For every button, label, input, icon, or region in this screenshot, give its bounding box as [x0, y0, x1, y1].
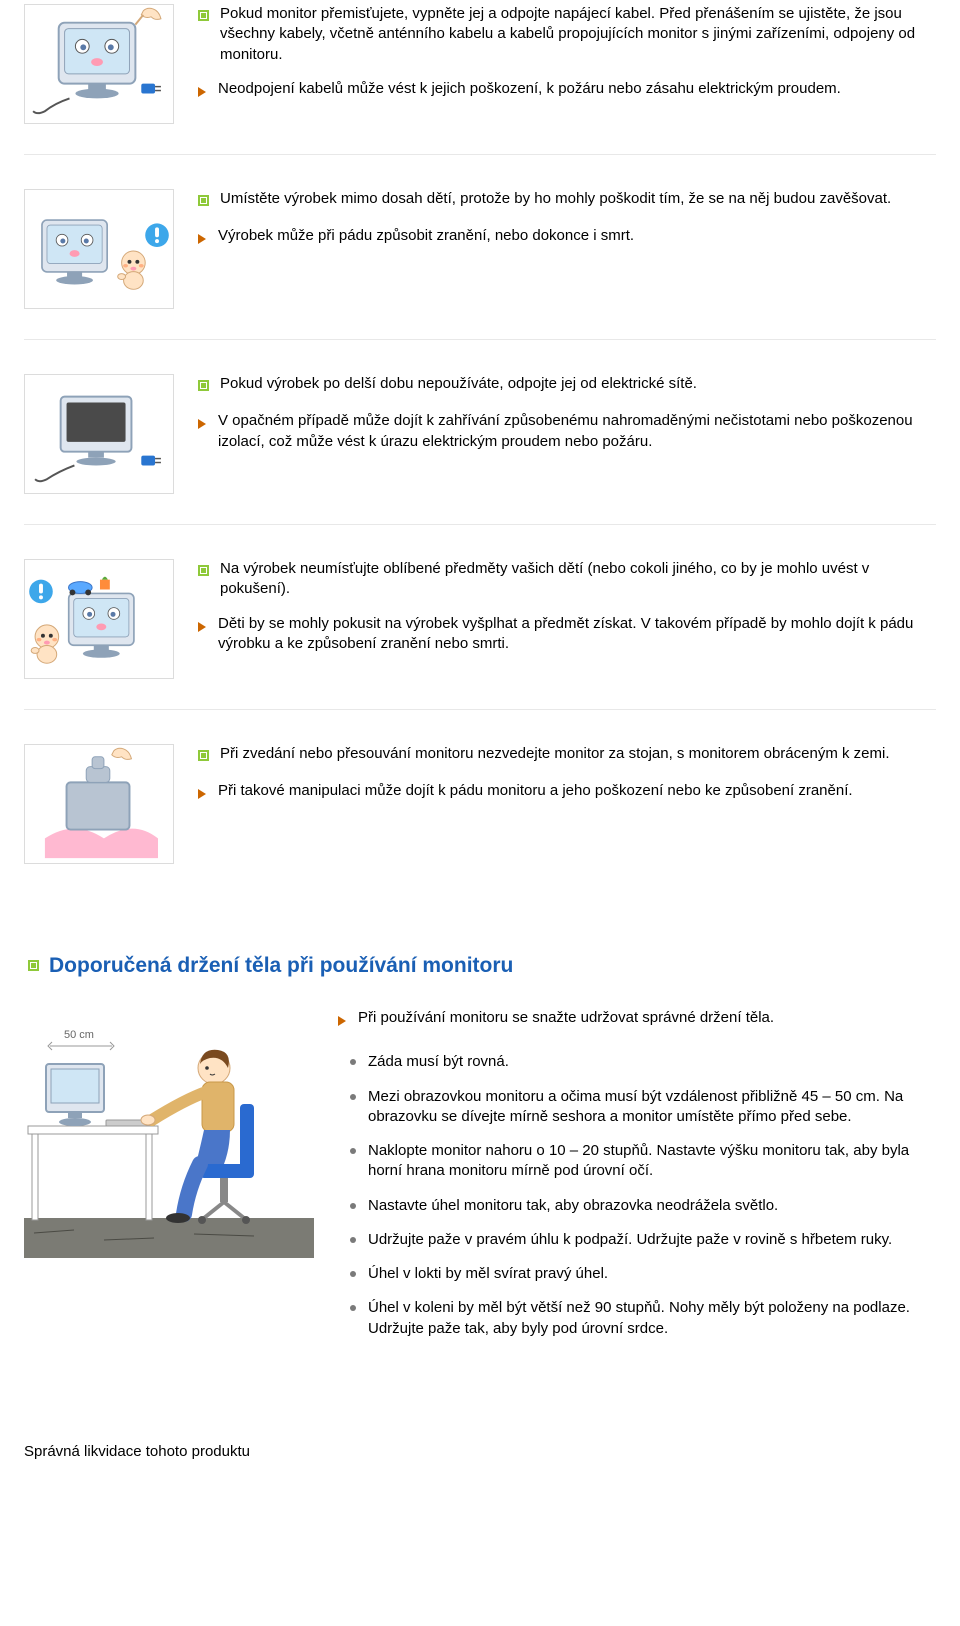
square-bullet-icon [28, 958, 39, 975]
secondary-point: Výrobek může při pádu způsobit zranění, … [198, 226, 936, 250]
dot-icon [350, 1271, 356, 1277]
item-text: Záda musí být rovná. [368, 1052, 509, 1072]
safety-text: Pokud výrobek po delší dobu nepoužíváte,… [198, 374, 936, 460]
safety-text: Při zvedání nebo přesouvání monitoru nez… [198, 744, 936, 814]
item-text: Udržujte paže v pravém úhlu k podpaží. U… [368, 1230, 892, 1250]
primary-text: Pokud monitor přemisťujete, vypněte jej … [220, 4, 936, 65]
item-text: Mezi obrazovkou monitoru a očima musí bý… [368, 1087, 936, 1128]
safety-block-lift-stand: Při zvedání nebo přesouvání monitoru nez… [24, 740, 936, 894]
square-bullet-icon [198, 562, 214, 582]
distance-label: 50 cm [64, 1029, 94, 1041]
primary-point: Při zvedání nebo přesouvání monitoru nez… [198, 744, 936, 767]
safety-text: Pokud monitor přemisťujete, vypněte jej … [198, 4, 936, 111]
secondary-point: Děti by se mohly pokusit na výrobek vyšp… [198, 614, 936, 655]
arrow-icon [198, 785, 212, 805]
safety-text: Umístěte výrobek mimo dosah dětí, protož… [198, 189, 936, 259]
secondary-point: Při takové manipulaci může dojít k pádu … [198, 781, 936, 805]
posture-intro: Při používání monitoru se snažte udržova… [338, 1008, 936, 1032]
secondary-text: V opačném případě může dojít k zahřívání… [218, 411, 936, 452]
secondary-text: Neodpojení kabelů může vést k jejich poš… [218, 79, 841, 99]
illustration-child-reach [24, 189, 174, 309]
arrow-icon [338, 1012, 352, 1032]
dot-icon [350, 1237, 356, 1243]
dot-icon [350, 1094, 356, 1100]
dot-icon [350, 1203, 356, 1209]
heading-text: Doporučená držení těla při používání mon… [49, 954, 513, 978]
arrow-icon [198, 230, 212, 250]
safety-block-child-reach: Umístěte výrobek mimo dosah dětí, protož… [24, 185, 936, 340]
footer-text: Správná likvidace tohoto produktu [24, 1443, 936, 1460]
posture-item: Naklopte monitor nahoru o 10 – 20 stupňů… [338, 1141, 936, 1182]
secondary-text: Výrobek může při pádu způsobit zranění, … [218, 226, 634, 246]
posture-item: Úhel v lokti by měl svírat pravý úhel. [338, 1264, 936, 1284]
secondary-text: Děti by se mohly pokusit na výrobek vyšp… [218, 614, 936, 655]
square-bullet-icon [198, 747, 214, 767]
primary-text: Na výrobek neumísťujte oblíbené předměty… [220, 559, 936, 600]
dot-icon [350, 1305, 356, 1311]
square-bullet-icon [198, 7, 214, 27]
safety-block-toys: Na výrobek neumísťujte oblíbené předměty… [24, 555, 936, 710]
illustration-posture: 50 cm [24, 1008, 314, 1258]
arrow-icon [198, 618, 212, 638]
intro-text: Při používání monitoru se snažte udržova… [358, 1008, 774, 1028]
posture-item: Mezi obrazovkou monitoru a očima musí bý… [338, 1087, 936, 1128]
illustration-toys [24, 559, 174, 679]
dot-icon [350, 1148, 356, 1154]
safety-block-long-idle: Pokud výrobek po delší dobu nepoužíváte,… [24, 370, 936, 525]
posture-list: Záda musí být rovná. Mezi obrazovkou mon… [338, 1052, 936, 1339]
primary-point: Na výrobek neumísťujte oblíbené předměty… [198, 559, 936, 600]
item-text: Úhel v koleni by měl být větší než 90 st… [368, 1298, 936, 1339]
safety-text: Na výrobek neumísťujte oblíbené předměty… [198, 559, 936, 662]
primary-text: Pokud výrobek po delší dobu nepoužíváte,… [220, 374, 697, 394]
safety-block-unplug: Pokud monitor přemisťujete, vypněte jej … [24, 0, 936, 155]
square-bullet-icon [198, 192, 214, 212]
posture-item: Úhel v koleni by měl být větší než 90 st… [338, 1298, 936, 1339]
posture-item: Záda musí být rovná. [338, 1052, 936, 1072]
posture-text: Při používání monitoru se snažte udržova… [338, 1008, 936, 1353]
section-heading-posture: Doporučená držení těla při používání mon… [28, 954, 936, 978]
arrow-icon [198, 83, 212, 103]
square-bullet-icon [198, 377, 214, 397]
posture-item: Udržujte paže v pravém úhlu k podpaží. U… [338, 1230, 936, 1250]
item-text: Nastavte úhel monitoru tak, aby obrazovk… [368, 1196, 778, 1216]
primary-text: Umístěte výrobek mimo dosah dětí, protož… [220, 189, 891, 209]
page-container: Pokud monitor přemisťujete, vypněte jej … [0, 0, 960, 1490]
primary-point: Pokud monitor přemisťujete, vypněte jej … [198, 4, 936, 65]
illustration-long-idle [24, 374, 174, 494]
secondary-text: Při takové manipulaci může dojít k pádu … [218, 781, 853, 801]
secondary-point: Neodpojení kabelů může vést k jejich poš… [198, 79, 936, 103]
illustration-unplug [24, 4, 174, 124]
arrow-icon [198, 415, 212, 435]
posture-item: Nastavte úhel monitoru tak, aby obrazovk… [338, 1196, 936, 1216]
item-text: Úhel v lokti by měl svírat pravý úhel. [368, 1264, 608, 1284]
primary-point: Pokud výrobek po delší dobu nepoužíváte,… [198, 374, 936, 397]
primary-point: Umístěte výrobek mimo dosah dětí, protož… [198, 189, 936, 212]
posture-row: 50 cm [24, 1008, 936, 1353]
dot-icon [350, 1059, 356, 1065]
primary-text: Při zvedání nebo přesouvání monitoru nez… [220, 744, 890, 764]
illustration-lift-stand [24, 744, 174, 864]
secondary-point: V opačném případě může dojít k zahřívání… [198, 411, 936, 452]
item-text: Naklopte monitor nahoru o 10 – 20 stupňů… [368, 1141, 936, 1182]
